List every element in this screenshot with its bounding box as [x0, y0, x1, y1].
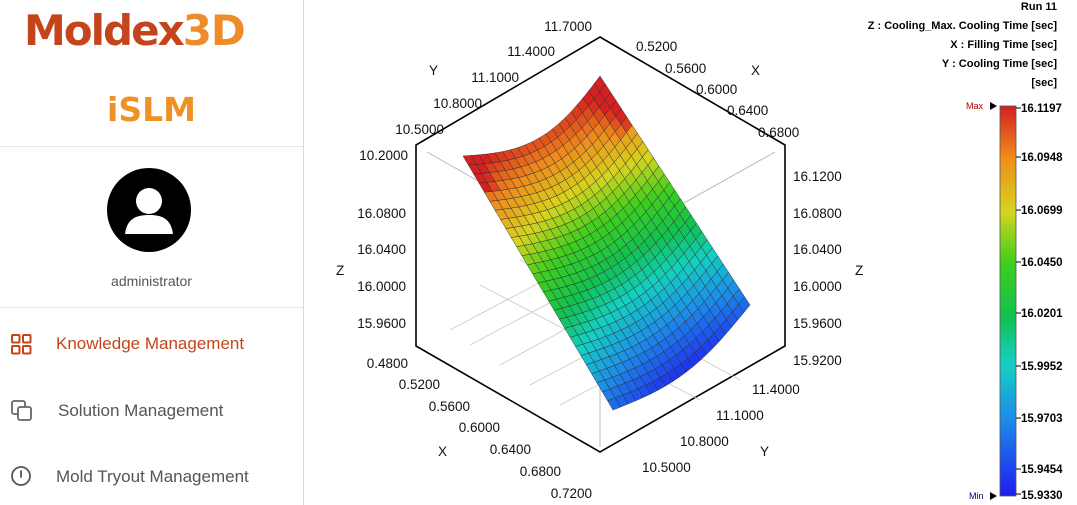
response-surface-plot[interactable]: 11.7000 11.4000 11.1000 10.8000 10.5000 …: [304, 0, 1077, 505]
right-z-tick: 16.0400: [793, 242, 842, 257]
colorbar-value: 16.0201: [1021, 308, 1063, 320]
colorbar-max-label: Max: [966, 101, 984, 111]
user-avatar-icon[interactable]: [107, 168, 191, 252]
right-z-tick: 16.1200: [793, 169, 842, 184]
x-axis-description: X : Filling Time [sec]: [950, 39, 1057, 51]
right-z-tick: 16.0800: [793, 206, 842, 221]
top-x-tick: 0.5600: [665, 61, 706, 76]
top-x-tick: 0.6800: [758, 125, 799, 140]
bottom-x-tick: 0.4800: [367, 356, 408, 371]
top-x-tick: 0.6400: [727, 103, 768, 118]
user-profile: administrator: [0, 147, 303, 308]
axis-letters: Y X Z Z X Y: [336, 63, 863, 459]
clock-icon: [11, 466, 31, 486]
top-y-tick: 11.4000: [507, 44, 555, 59]
brand-header: Moldex3D iSLM: [0, 0, 303, 147]
bottom-y-tick: 11.1000: [716, 408, 764, 423]
max-arrow-icon: [990, 102, 997, 110]
top-y-tick: 10.2000: [359, 148, 408, 163]
colorbar-value: 15.9454: [1021, 464, 1063, 476]
surface-patch: [738, 296, 751, 313]
axis-letter-y-bottom: Y: [760, 444, 769, 459]
bottom-y-tick: 10.5000: [642, 460, 691, 475]
unit-label: [sec]: [1031, 77, 1057, 89]
nav-item-knowledge-management[interactable]: Knowledge Management: [0, 324, 303, 364]
logo-text: Moldex: [24, 6, 185, 55]
colorbar: Max Min 16.1197 16.0948 16.0699 16.0450 …: [966, 101, 1063, 502]
right-z-tick: 15.9200: [793, 353, 842, 368]
grid-icon: [11, 334, 32, 355]
colorbar-gradient: [999, 105, 1017, 497]
colorbar-value: 15.9703: [1021, 413, 1063, 425]
bottom-y-tick: 10.8000: [680, 434, 729, 449]
top-y-tick: 10.5000: [395, 122, 444, 137]
plot-header: Run 11 Z : Cooling_Max. Cooling Time [se…: [868, 1, 1058, 89]
right-z-tick: 16.0000: [793, 279, 842, 294]
product-name: iSLM: [107, 90, 196, 129]
axis-letter-x-top: X: [751, 63, 760, 78]
top-y-tick: 10.8000: [433, 96, 482, 111]
left-z-tick: 16.0000: [357, 279, 406, 294]
colorbar-value: 16.1197: [1021, 103, 1062, 115]
response-surface: [462, 75, 751, 411]
left-z-tick: 15.9600: [357, 316, 406, 331]
top-x-tick: 0.5200: [636, 39, 677, 54]
tick-labels: 11.7000 11.4000 11.1000 10.8000 10.5000 …: [357, 19, 842, 501]
right-z-tick: 15.9600: [793, 316, 842, 331]
copy-icon: [11, 400, 32, 421]
run-label: Run 11: [1021, 1, 1057, 13]
bottom-x-tick: 0.5600: [429, 399, 470, 414]
left-z-tick: 16.0400: [357, 242, 406, 257]
bottom-x-tick: 0.5200: [399, 377, 440, 392]
moldex3d-logo: Moldex3D: [24, 6, 246, 55]
bottom-x-tick: 0.6000: [459, 420, 500, 435]
bottom-y-tick: 11.4000: [752, 382, 800, 397]
colorbar-value: 16.0948: [1021, 152, 1063, 164]
y-axis-description: Y : Cooling Time [sec]: [942, 58, 1057, 70]
top-y-tick: 11.7000: [544, 19, 592, 34]
colorbar-value: 16.0450: [1021, 257, 1063, 269]
plot-box: [415, 36, 786, 453]
z-axis-description: Z : Cooling_Max. Cooling Time [sec]: [868, 20, 1058, 32]
axis-letter-z-left: Z: [336, 263, 344, 278]
nav-label-mold-tryout-management: Mold Tryout Management: [56, 467, 249, 486]
colorbar-value: 15.9952: [1021, 361, 1063, 373]
nav-label-knowledge-management: Knowledge Management: [56, 334, 245, 353]
colorbar-min-label: Min: [969, 491, 984, 501]
min-arrow-icon: [990, 492, 997, 500]
colorbar-value: 15.9330: [1021, 490, 1063, 502]
bottom-x-tick: 0.6400: [490, 442, 531, 457]
nav-label-solution-management: Solution Management: [58, 401, 224, 420]
axis-letter-y-top: Y: [429, 63, 438, 78]
bottom-x-tick: 0.6800: [520, 464, 561, 479]
nav-item-solution-management[interactable]: Solution Management: [0, 391, 303, 431]
sidebar: Moldex3D iSLM administrator Knowledge Ma…: [0, 0, 304, 505]
top-x-tick: 0.6000: [696, 82, 737, 97]
left-z-tick: 16.0800: [357, 206, 406, 221]
axis-letter-x-bottom: X: [438, 444, 447, 459]
response-surface-panel: 11.7000 11.4000 11.1000 10.8000 10.5000 …: [304, 0, 1077, 505]
bottom-x-tick: 0.7200: [551, 486, 592, 501]
top-y-tick: 11.1000: [471, 70, 519, 85]
logo-suffix: 3D: [182, 6, 246, 55]
nav-item-mold-tryout-management[interactable]: Mold Tryout Management: [0, 457, 303, 497]
username: administrator: [111, 273, 192, 289]
axis-letter-z-right: Z: [855, 263, 863, 278]
colorbar-value: 16.0699: [1021, 205, 1063, 217]
